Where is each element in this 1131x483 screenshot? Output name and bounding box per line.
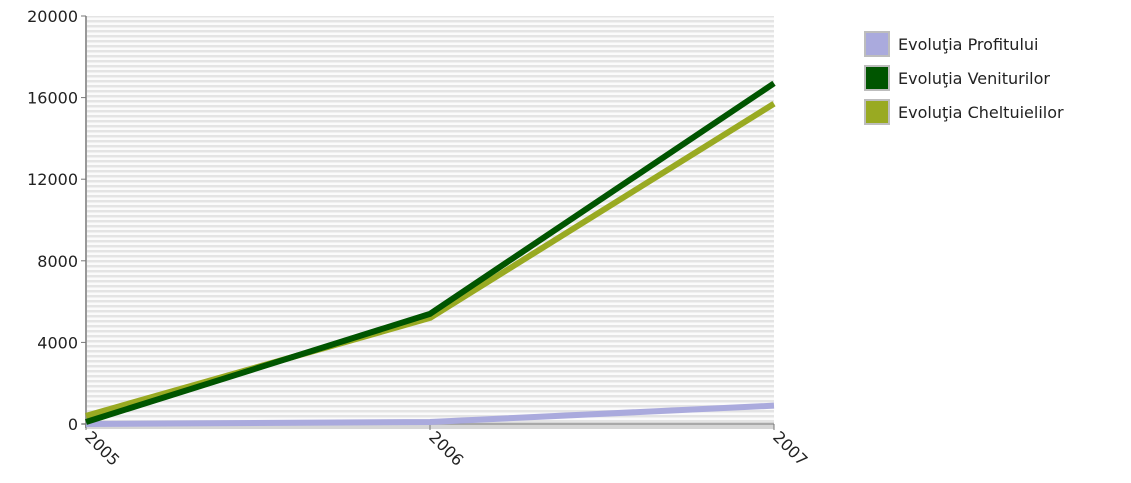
legend-item-expenses[interactable]: Evoluţia Cheltuielilor: [864, 95, 1064, 129]
legend-swatch-expenses: [864, 99, 890, 125]
legend: Evoluţia Profitului Evoluţia Veniturilor…: [864, 27, 1064, 129]
y-tick-label: 20000: [27, 7, 78, 26]
legend-swatch-profit: [864, 31, 890, 57]
x-tick-label: 2005: [81, 427, 123, 469]
y-tick-label: 0: [68, 415, 78, 434]
legend-item-revenue[interactable]: Evoluţia Veniturilor: [864, 61, 1064, 95]
legend-label-revenue: Evoluţia Veniturilor: [898, 68, 1050, 88]
legend-label-expenses: Evoluţia Cheltuielilor: [898, 102, 1064, 122]
y-tick-label: 12000: [27, 170, 78, 189]
series-layer: [85, 80, 776, 427]
x-tick-label: 2006: [425, 427, 467, 469]
legend-swatch-revenue: [864, 65, 890, 91]
plot-area: [86, 16, 774, 424]
legend-label-profit: Evoluţia Profitului: [898, 34, 1039, 54]
y-tick-label: 4000: [37, 333, 78, 352]
legend-item-profit[interactable]: Evoluţia Profitului: [864, 27, 1064, 61]
y-tick-label: 8000: [37, 252, 78, 271]
y-tick-label: 16000: [27, 89, 78, 108]
x-tick-label: 2007: [769, 427, 811, 469]
